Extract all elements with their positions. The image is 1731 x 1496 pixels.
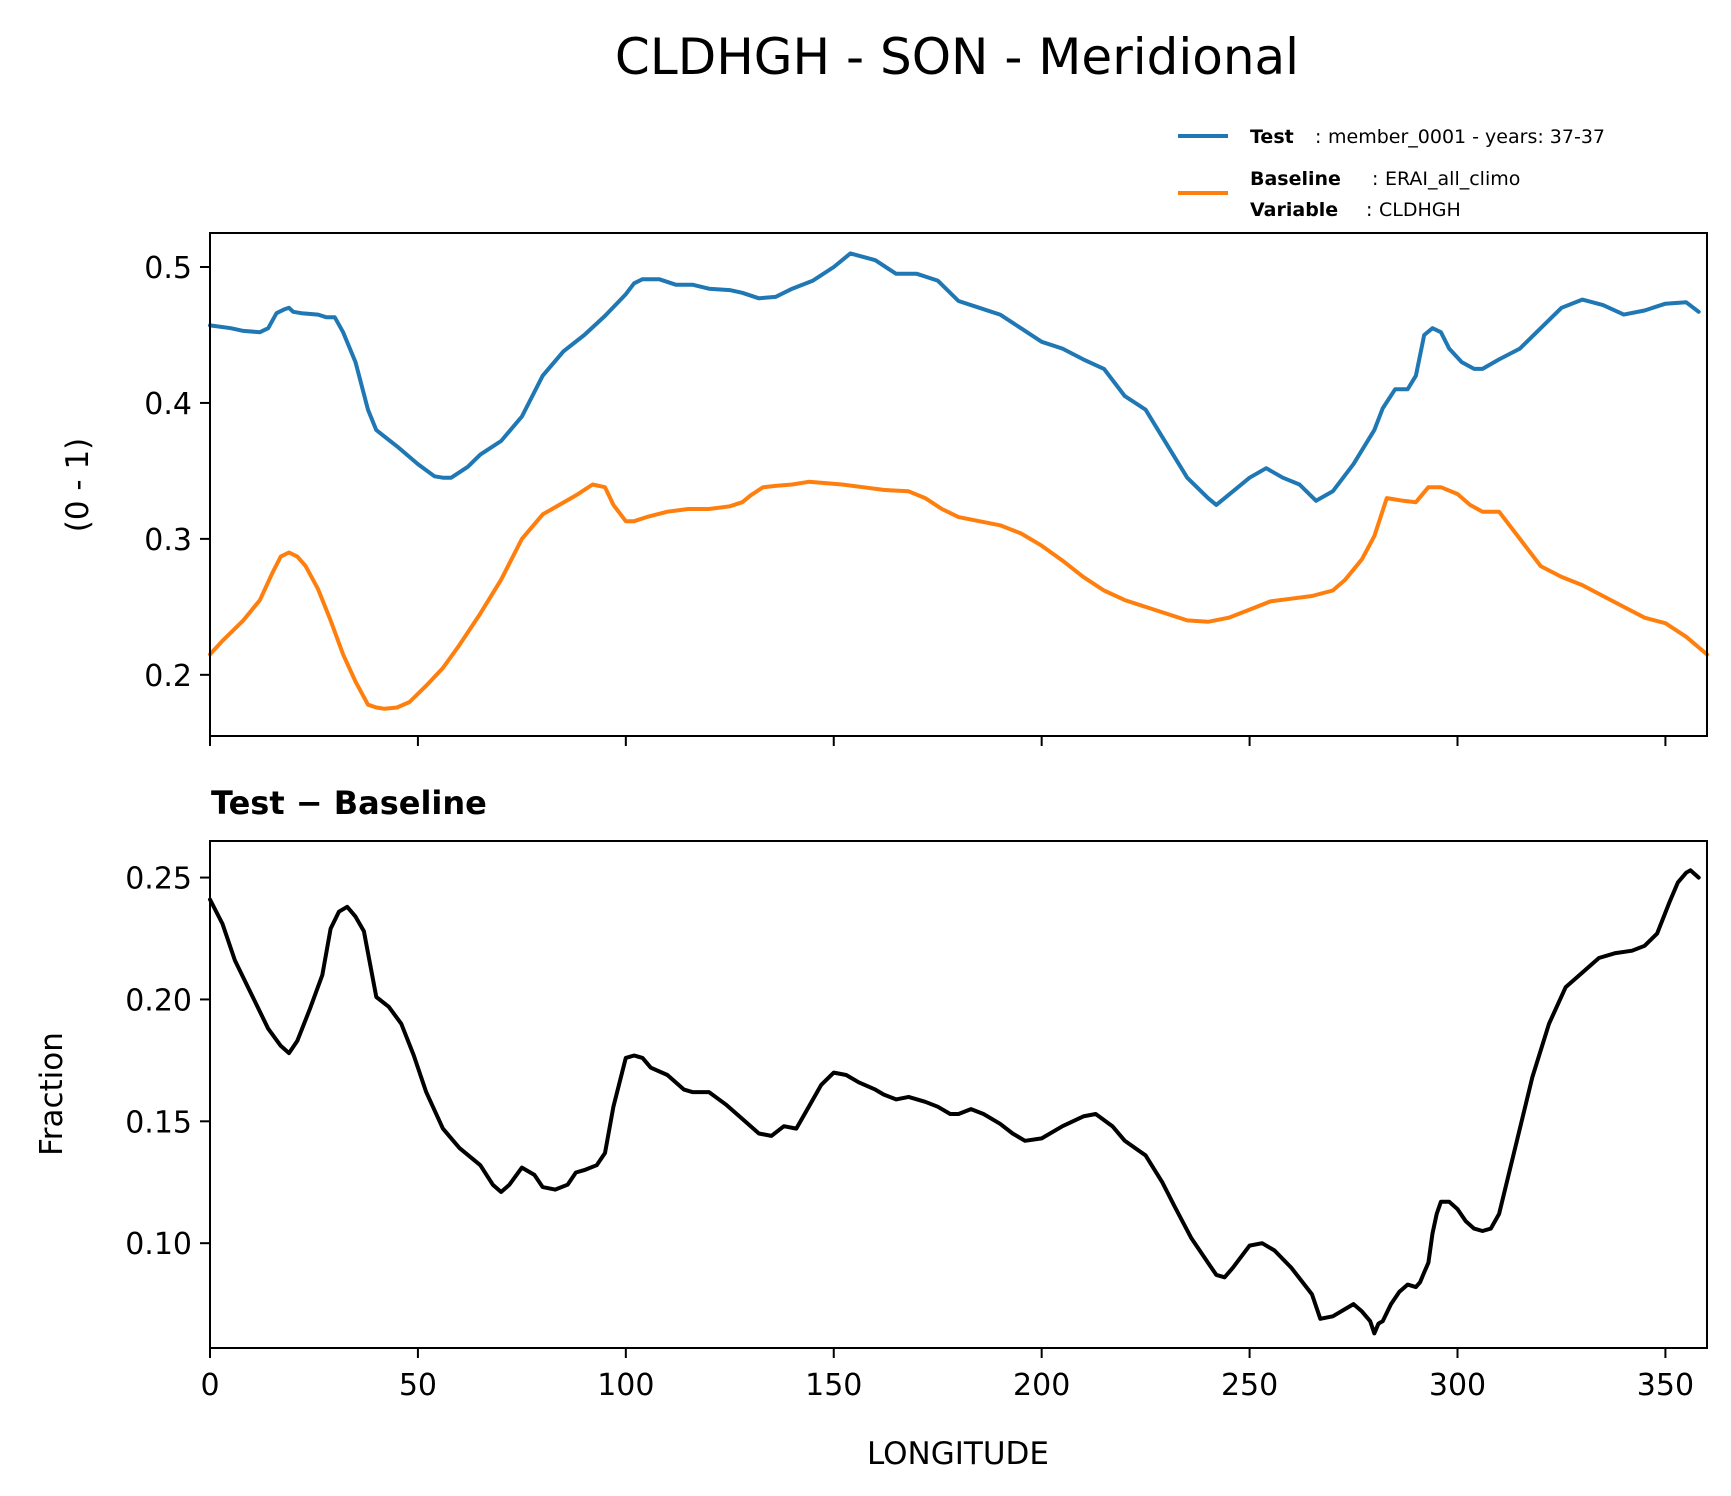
bottom-xtick-label: 300 [1429,1368,1486,1403]
legend-variable-sep: : [1366,199,1372,221]
legend-baseline-value: ERAI_all_climo [1385,168,1520,190]
top-ytick-label: 0.3 [144,523,192,558]
legend-test-key: Test [1250,126,1294,148]
bottom-xtick-label: 0 [200,1368,219,1403]
bottom-xtick-label: 350 [1637,1368,1694,1403]
bottom-xtick-label: 250 [1221,1368,1278,1403]
bottom-xtick-label: 150 [805,1368,862,1403]
bottom-xtick-label: 100 [597,1368,654,1403]
bottom-panel-title: Test − Baseline [211,784,487,822]
top-panel-frame [209,232,1708,737]
figure-title: CLDHGH - SON - Meridional [615,28,1299,86]
bottom-xtick-label: 50 [399,1368,437,1403]
bottom-ytick-label: 0.25 [125,862,192,897]
top-ytick-label: 0.4 [144,387,192,422]
bottom-panel-frame [209,840,1708,1349]
bottom-ytick-label: 0.15 [125,1105,192,1140]
legend-test-value: member_0001 - years: 37-37 [1328,126,1605,148]
bottom-panel: Test − Baseline 0.10 0.15 0.20 0.25 0 50 100 1… [34,784,1708,1472]
top-panel-ylabel: (0 - 1) [60,438,96,533]
bottom-panel-xlabel: LONGITUDE [867,1436,1049,1472]
bottom-xtick-label: 200 [1013,1368,1070,1403]
top-series-line-baseline [208,479,1709,711]
legend: Test : member_0001 - years: 37-37 Baseli… [1178,126,1605,221]
bottom-ytick-label: 0.10 [125,1227,192,1262]
bottom-panel-ylabel: Fraction [34,1032,70,1156]
top-panel: 0.2 0.3 0.4 0.5 (0 - 1) [60,232,1709,746]
legend-variable-key: Variable [1250,199,1338,221]
legend-baseline-key: Baseline [1250,168,1341,190]
legend-test-sep: : [1315,126,1321,148]
top-ytick-label: 0.2 [144,659,192,694]
bottom-ytick-label: 0.20 [125,983,192,1018]
top-ytick-label: 0.5 [144,251,192,286]
bottom-series-line-test-baseline [208,868,1701,1336]
legend-baseline-sep: : [1372,168,1378,190]
legend-variable-value: CLDHGH [1379,199,1461,221]
top-series-line-test [208,251,1701,507]
